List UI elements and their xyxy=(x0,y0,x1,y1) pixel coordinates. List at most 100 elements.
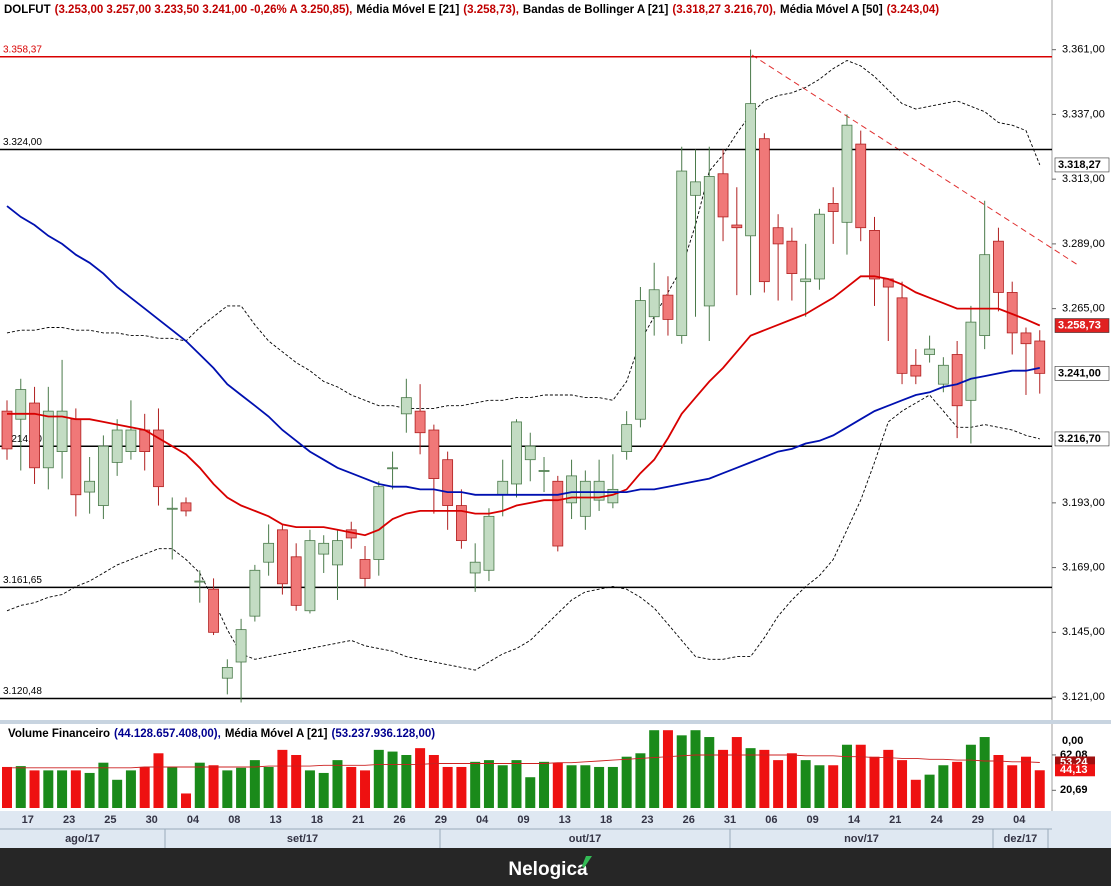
candle-body xyxy=(456,505,467,542)
volume-badge-label: 44,13 xyxy=(1060,764,1088,776)
candle-body xyxy=(814,213,825,280)
volume-bar xyxy=(1020,756,1031,808)
candle-body xyxy=(1034,340,1046,374)
candle-body xyxy=(111,429,123,463)
candle-body xyxy=(318,542,330,555)
candle-body xyxy=(648,289,660,318)
x-tick-label: 29 xyxy=(435,814,447,826)
candle-body xyxy=(56,410,68,452)
candle-body xyxy=(772,227,784,245)
candle-body xyxy=(896,297,908,374)
bollinger-band xyxy=(6,60,1041,409)
volume-bar xyxy=(98,762,109,808)
legend-values: (3.253,00 3.257,00 3.233,50 3.241,00 -0,… xyxy=(55,4,353,16)
legend-name: Média Móvel E [21] xyxy=(356,4,459,16)
candle-body xyxy=(855,143,867,229)
candle-body xyxy=(979,254,991,337)
x-tick-label: 09 xyxy=(517,814,529,826)
x-tick-label: 26 xyxy=(683,814,695,826)
volume-bar xyxy=(470,761,481,808)
x-tick-label: 24 xyxy=(930,814,943,826)
month-label: dez/17 xyxy=(1004,833,1038,845)
volume-bar xyxy=(112,779,123,808)
volume-bar xyxy=(497,765,508,808)
level-label: 3.120,48 xyxy=(3,686,42,697)
volume-bar xyxy=(745,748,756,808)
candle-body xyxy=(662,294,674,320)
volume-bar xyxy=(428,754,439,808)
x-tick-label: 23 xyxy=(63,814,75,826)
candle-body xyxy=(937,364,949,385)
price-badge-label: 3.318,27 xyxy=(1058,159,1101,171)
x-tick-label: 25 xyxy=(104,814,116,826)
legend-value: (3.243,04) xyxy=(887,4,940,16)
month-label: out/17 xyxy=(569,833,601,845)
volume-bar xyxy=(194,762,205,808)
y-tick-label: 3.289,00 xyxy=(1062,238,1105,250)
x-tick-label: 31 xyxy=(724,814,736,826)
legend-title: DOLFUT xyxy=(4,4,51,16)
volume-bar xyxy=(539,761,550,808)
panel-separator xyxy=(0,720,1111,724)
moving-average xyxy=(6,205,1040,496)
candle-body xyxy=(676,170,688,337)
candle-body xyxy=(332,540,343,566)
x-tick-label: 30 xyxy=(146,814,158,826)
volume-bar xyxy=(401,754,412,808)
volume-bar xyxy=(786,753,797,808)
y-tick-label: 3.337,00 xyxy=(1062,108,1105,120)
volume-bar xyxy=(910,779,921,808)
volume-bar xyxy=(993,754,1004,808)
candle-body xyxy=(42,410,54,469)
x-tick-label: 18 xyxy=(600,814,612,826)
price-badge-label: 3.241,00 xyxy=(1058,367,1101,379)
x-tick-label: 04 xyxy=(187,814,200,826)
volume-bar xyxy=(773,760,784,808)
x-tick-label: 21 xyxy=(352,814,364,826)
x-tick-label: 06 xyxy=(765,814,777,826)
volume-bar xyxy=(924,774,935,808)
volume-bar xyxy=(676,735,687,808)
x-tick-label: 26 xyxy=(393,814,405,826)
candle-body xyxy=(635,300,646,420)
x-tick-label: 09 xyxy=(807,814,819,826)
volume-bar xyxy=(841,744,852,808)
volume-bar xyxy=(731,737,742,808)
volume-bar xyxy=(883,749,894,808)
candle-body xyxy=(965,321,977,401)
price-badge xyxy=(1054,431,1110,447)
y-tick-label: 3.313,00 xyxy=(1062,173,1105,185)
volume-bar xyxy=(552,762,563,808)
candle-body xyxy=(166,507,178,510)
candle-body xyxy=(387,467,398,470)
level-label: 3.324,00 xyxy=(3,137,42,148)
x-tick-label: 17 xyxy=(22,814,34,826)
legend-title: Volume Financeiro xyxy=(8,728,110,740)
volume-bar xyxy=(346,766,357,808)
candle-body xyxy=(15,389,27,420)
candle-body xyxy=(758,138,770,283)
x-tick-label: 08 xyxy=(228,814,240,826)
candle-body xyxy=(97,445,109,506)
candle-body xyxy=(442,459,454,506)
candle-body xyxy=(827,203,839,212)
volume-bar xyxy=(759,749,770,808)
volume-bar xyxy=(952,761,963,808)
volume-bar xyxy=(263,766,274,808)
volume-bar xyxy=(1007,765,1018,808)
candle-body xyxy=(717,173,729,218)
volume-bar xyxy=(814,765,825,808)
candle-body xyxy=(1,410,13,450)
x-tick-label: 13 xyxy=(559,814,571,826)
month-label: ago/17 xyxy=(65,833,100,845)
volume-bar xyxy=(607,766,618,808)
x-tick-label: 21 xyxy=(889,814,901,826)
candle-body xyxy=(263,542,275,563)
candle-body xyxy=(139,429,151,452)
volume-bar xyxy=(456,766,467,808)
candle-body xyxy=(290,556,302,606)
price-badge-label: 3.258,73 xyxy=(1058,319,1101,331)
volume-bar xyxy=(43,770,54,808)
